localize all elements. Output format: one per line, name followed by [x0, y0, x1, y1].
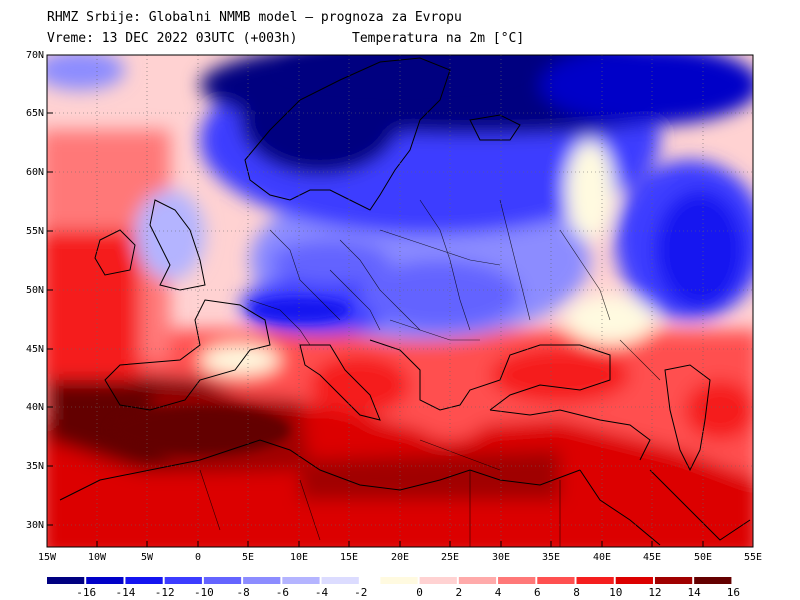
colorbar-swatch	[615, 577, 653, 584]
lat-label: 60N	[26, 167, 44, 178]
lon-label: 25E	[441, 552, 459, 563]
colorbar-swatch	[498, 577, 536, 584]
colorbar-label: -10	[193, 586, 214, 599]
lon-label: 10E	[290, 552, 308, 563]
temperature-field	[47, 55, 753, 547]
colorbar-swatch	[576, 577, 614, 584]
lon-label: 15W	[38, 552, 57, 563]
lon-label: 35E	[542, 552, 560, 563]
lat-label: 55N	[26, 226, 44, 237]
lon-label: 20E	[391, 552, 409, 563]
coastlines	[59, 57, 751, 546]
field-name: Temperatura na 2m [°C]	[352, 31, 525, 46]
lon-label: 10W	[88, 552, 107, 563]
colorbar-label: 2	[455, 586, 463, 599]
colorbar-label: 8	[573, 586, 580, 599]
colorbar-swatch	[694, 577, 732, 584]
colorbar-label: 10	[609, 586, 623, 599]
colorbar-label: 12	[648, 586, 662, 599]
lat-label: 40N	[26, 402, 44, 413]
lat-label: 45N	[26, 344, 44, 355]
colorbar-swatch	[380, 577, 418, 584]
lon-label: 5W	[141, 552, 154, 563]
colorbar-label: -12	[154, 586, 175, 599]
lon-label: 15E	[340, 552, 358, 563]
lat-label: 70N	[26, 50, 44, 61]
colorbar-swatch	[125, 577, 163, 584]
colorbar-label: -16	[76, 586, 97, 599]
lat-lon-grid	[47, 55, 753, 547]
colorbar-label: -14	[115, 586, 136, 599]
colorbar-swatch	[654, 577, 693, 584]
lon-label: 5E	[242, 552, 254, 563]
country-borders	[199, 199, 661, 547]
lon-label: 50E	[694, 552, 712, 563]
colorbar-label: -8	[236, 586, 250, 599]
colorbar-label: 6	[533, 586, 541, 599]
axis-ticks: 70N 65N 60N 55N 50N 45N 40N 35N 30N 15W 10W 5W 0 5E 10…	[26, 50, 762, 563]
colorbar-swatch	[203, 577, 242, 584]
chart-title: RHMZ Srbije: Globalni NMMB model – progn…	[47, 10, 462, 25]
lat-label: 30N	[26, 520, 44, 531]
lon-label: 55E	[744, 552, 762, 563]
colorbar-swatch	[86, 577, 124, 584]
lon-label: 30E	[492, 552, 510, 563]
colorbar	[47, 577, 732, 584]
lon-label: 40E	[593, 552, 611, 563]
forecast-time: Vreme: 13 DEC 2022 03UTC (+003h)	[47, 31, 298, 46]
colorbar-label: -2	[354, 586, 368, 599]
lon-label: 0	[195, 552, 201, 563]
colorbar-swatch	[537, 577, 575, 584]
colorbar-label: 4	[494, 586, 502, 599]
colorbar-label: -6	[275, 586, 289, 599]
colorbar-label: 0	[416, 586, 423, 599]
colorbar-label: 14	[687, 586, 701, 599]
lat-label: 35N	[26, 461, 44, 472]
lat-label: 65N	[26, 108, 44, 119]
colorbar-label: 16	[726, 586, 740, 599]
lon-label: 45E	[643, 552, 661, 563]
colorbar-swatch	[458, 577, 497, 584]
colorbar-swatch	[243, 577, 281, 584]
colorbar-swatch	[47, 577, 85, 584]
colorbar-swatch	[321, 577, 359, 584]
colorbar-label: -4	[314, 586, 329, 599]
lat-label: 50N	[26, 285, 44, 296]
colorbar-swatch	[282, 577, 320, 584]
colorbar-swatch	[164, 577, 202, 584]
colorbar-swatch	[419, 577, 457, 584]
